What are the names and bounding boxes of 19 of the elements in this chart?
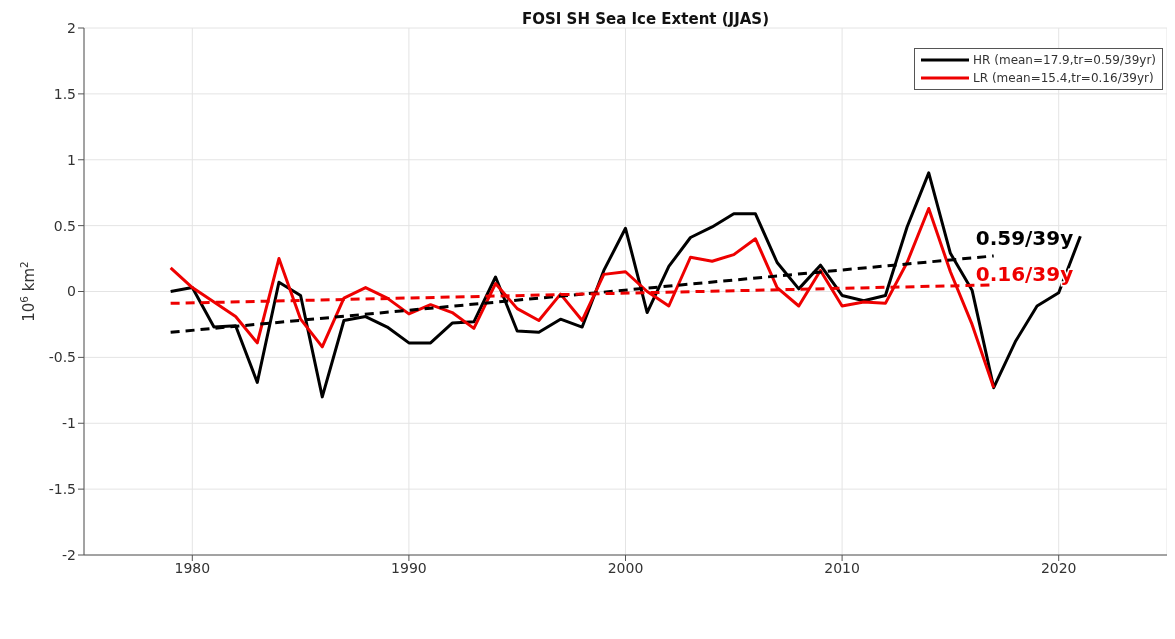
y-tick-label: 2 [67,19,76,36]
y-tick-label: -1 [62,415,76,432]
legend-label: LR (mean=15.4,tr=0.16/39yr) [973,70,1154,87]
legend-label: HR (mean=17.9,tr=0.59/39yr) [973,52,1156,69]
y-tick-label: -1.5 [48,481,76,498]
y-tick-label: 1.5 [53,85,76,102]
x-tick-label: 2020 [1040,559,1077,576]
line-series [169,171,1082,399]
x-tick-label: 1990 [391,559,427,576]
x-tick-label: 2000 [607,559,644,576]
y-tick-label: 0 [67,283,76,300]
y-tick-label: 0.5 [53,217,76,234]
y-tick-label: -2 [62,546,76,563]
annotation: 0.59/39y [975,226,1074,251]
x-tick-label: 1980 [174,559,211,576]
x-tick-label: 2010 [824,559,860,576]
chart-title: FOSI SH Sea Ice Extent (JJAS) [522,10,769,28]
y-tick-label: -0.5 [48,349,76,366]
y-tick-label: 1 [67,151,76,168]
